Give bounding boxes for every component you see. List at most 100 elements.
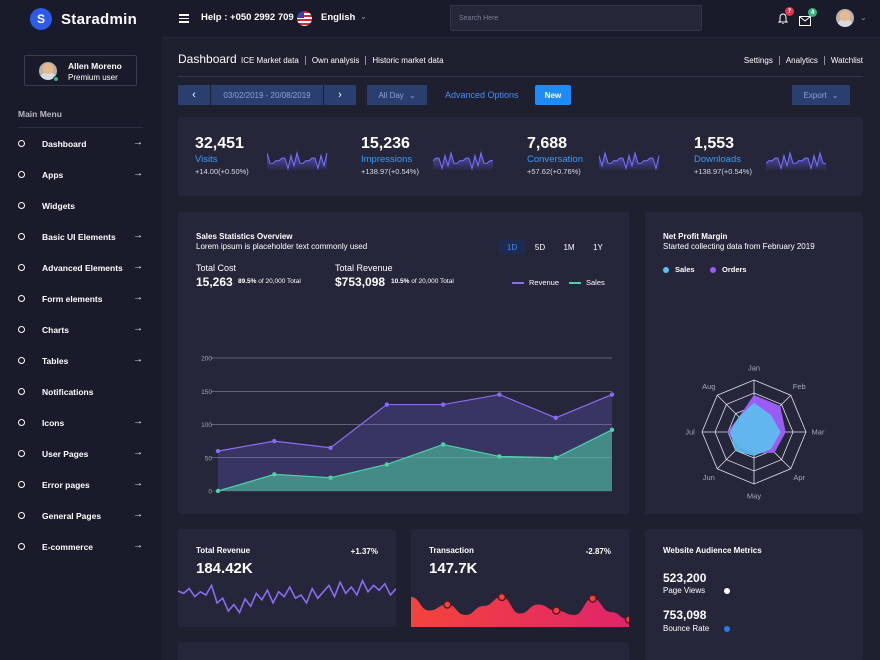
sidebar-item-error-pages[interactable]: Error pages → — [0, 475, 161, 506]
transaction-card-pct: -2.87% — [585, 547, 611, 556]
sidebar-item-e-commerce[interactable]: E-commerce → — [0, 537, 161, 568]
divider — [18, 127, 143, 128]
stat-delta: +14.00(+0.50%) — [195, 167, 249, 176]
y-tick-label-200: 200 — [201, 356, 212, 363]
transaction-area — [411, 597, 629, 627]
sparkline-downloads — [766, 151, 827, 171]
circle-icon — [18, 202, 25, 209]
watchlist-link[interactable]: Watchlist — [823, 56, 863, 65]
range-1d-button[interactable]: 1D — [499, 240, 525, 254]
sidebar-item-apps[interactable]: Apps → — [0, 165, 161, 196]
export-dropdown[interactable]: Export ⌄ — [792, 85, 850, 105]
sparkline-line — [267, 151, 328, 171]
sidebar-item-label: Dashboard — [42, 139, 87, 149]
stat-label[interactable]: Visits — [195, 154, 218, 165]
range-5d-button[interactable]: 5D — [534, 242, 546, 252]
point-sales-2 — [328, 475, 333, 480]
stat-label[interactable]: Impressions — [361, 154, 413, 165]
user-name: Allen Moreno — [68, 61, 122, 71]
next-date-button[interactable]: › — [324, 85, 356, 105]
sidebar-item-label: E-commerce — [42, 542, 94, 552]
legend-sales-dot — [663, 266, 669, 273]
stat-label[interactable]: Downloads — [694, 154, 741, 165]
point-sales-4 — [440, 442, 446, 447]
sparkline-area — [599, 153, 659, 171]
legend-orders-dot — [710, 266, 716, 273]
total-revenue-value: $753,098 — [335, 275, 386, 289]
circle-icon — [18, 512, 25, 519]
arrow-right-icon: → — [133, 323, 143, 334]
new-button[interactable]: New — [535, 85, 571, 105]
chevron-down-icon[interactable]: ⌄ — [860, 13, 867, 22]
sidebar-item-charts[interactable]: Charts → — [0, 320, 161, 351]
range-1y-button[interactable]: 1Y — [593, 242, 603, 252]
subnav-own-analysis[interactable]: Own analysis — [304, 56, 366, 65]
point-revenue-6 — [553, 415, 558, 421]
subnav-historic-market-data[interactable]: Historic market data — [365, 56, 449, 65]
series-area-sales — [218, 429, 612, 491]
sidebar-menu: Dashboard → Apps → Widgets Basic UI Elements →… — [0, 134, 161, 568]
avatar[interactable] — [836, 9, 854, 27]
right-nav: Settings Analytics Watchlist — [738, 56, 863, 65]
radar-label-jul: Jul — [685, 428, 695, 437]
prev-date-button[interactable]: ‹ — [178, 85, 210, 105]
arrow-right-icon: → — [133, 292, 143, 303]
us-flag-icon[interactable] — [297, 11, 312, 26]
messages-badge: 4 — [808, 8, 817, 17]
point-revenue-5 — [497, 392, 502, 397]
sidebar-item-form-elements[interactable]: Form elements → — [0, 289, 161, 320]
arrow-right-icon: → — [133, 230, 143, 241]
stat-conversation: 7,688 Conversation +57.62(+0.76%) — [527, 135, 583, 176]
brand[interactable]: S Staradmin — [0, 0, 161, 38]
point-revenue-2 — [328, 445, 333, 450]
point-revenue-7 — [609, 392, 615, 397]
top-bar: S Staradmin Help : +050 2992 709 English… — [0, 0, 880, 38]
bell-icon[interactable]: 7 — [777, 7, 794, 25]
sidebar-item-tables[interactable]: Tables → — [0, 351, 161, 382]
point-sales-3 — [384, 462, 390, 467]
sidebar-item-advanced-elements[interactable]: Advanced Elements → — [0, 258, 161, 289]
radar-label-jan: Jan — [748, 364, 760, 373]
bounce-rate-dot — [724, 626, 730, 632]
total-revenue-label: Total Revenue — [335, 263, 393, 273]
circle-icon — [18, 171, 25, 178]
transaction-card-value: 147.7K — [429, 560, 478, 577]
mail-icon[interactable]: 4 — [799, 8, 817, 26]
advanced-options-link[interactable]: Advanced Options — [445, 90, 519, 100]
brand-logo: S — [30, 8, 52, 30]
audience-title: Website Audience Metrics — [663, 546, 762, 555]
settings-link[interactable]: Settings — [743, 56, 773, 65]
user-profile-card[interactable]: Allen Moreno Premium user — [24, 55, 137, 86]
sidebar-item-label: Error pages — [42, 480, 90, 490]
notifications-badge: 7 — [785, 7, 794, 16]
sidebar-item-notifications[interactable]: Notifications — [0, 382, 161, 413]
subnav-ice-market-data[interactable]: ICE Market data — [241, 56, 299, 65]
date-range-picker[interactable]: 03/02/2019 - 20/08/2019 — [210, 85, 324, 105]
period-label: All Day — [378, 90, 404, 100]
audience-bar-chart — [645, 529, 863, 660]
sidebar-item-widgets[interactable]: Widgets — [0, 196, 161, 227]
sparkline-line — [766, 151, 827, 171]
audience-metrics-card: Website Audience Metrics 523,200 Page Vi… — [645, 529, 863, 660]
range-1m-button[interactable]: 1M — [563, 242, 575, 252]
page-views-dot — [724, 588, 730, 594]
bottom-panel — [178, 642, 629, 660]
search-input[interactable]: Search Here — [450, 5, 702, 31]
sidebar-item-basic-ui-elements[interactable]: Basic UI Elements → — [0, 227, 161, 258]
arrow-right-icon: → — [133, 168, 143, 179]
revenue-card-title: Total Revenue — [196, 546, 251, 555]
main-content: Dashboard ICE Market data Own analysis H… — [161, 38, 880, 660]
stat-visits: 32,451 Visits +14.00(+0.50%) — [195, 135, 249, 176]
sidebar-item-general-pages[interactable]: General Pages → — [0, 506, 161, 537]
stat-label[interactable]: Conversation — [527, 154, 583, 165]
period-dropdown[interactable]: All Day ⌄ — [367, 85, 427, 105]
language-selector[interactable]: English — [321, 12, 356, 23]
hamburger-menu-icon[interactable] — [179, 14, 189, 23]
analytics-link[interactable]: Analytics — [778, 56, 824, 65]
chevron-down-icon[interactable]: ⌄ — [360, 12, 367, 21]
y-tick-label-50: 50 — [205, 455, 213, 462]
sidebar-item-dashboard[interactable]: Dashboard → — [0, 134, 161, 165]
sidebar-item-icons[interactable]: Icons → — [0, 413, 161, 444]
sidebar-item-user-pages[interactable]: User Pages → — [0, 444, 161, 475]
radar-label-jun: Jun — [703, 473, 715, 482]
